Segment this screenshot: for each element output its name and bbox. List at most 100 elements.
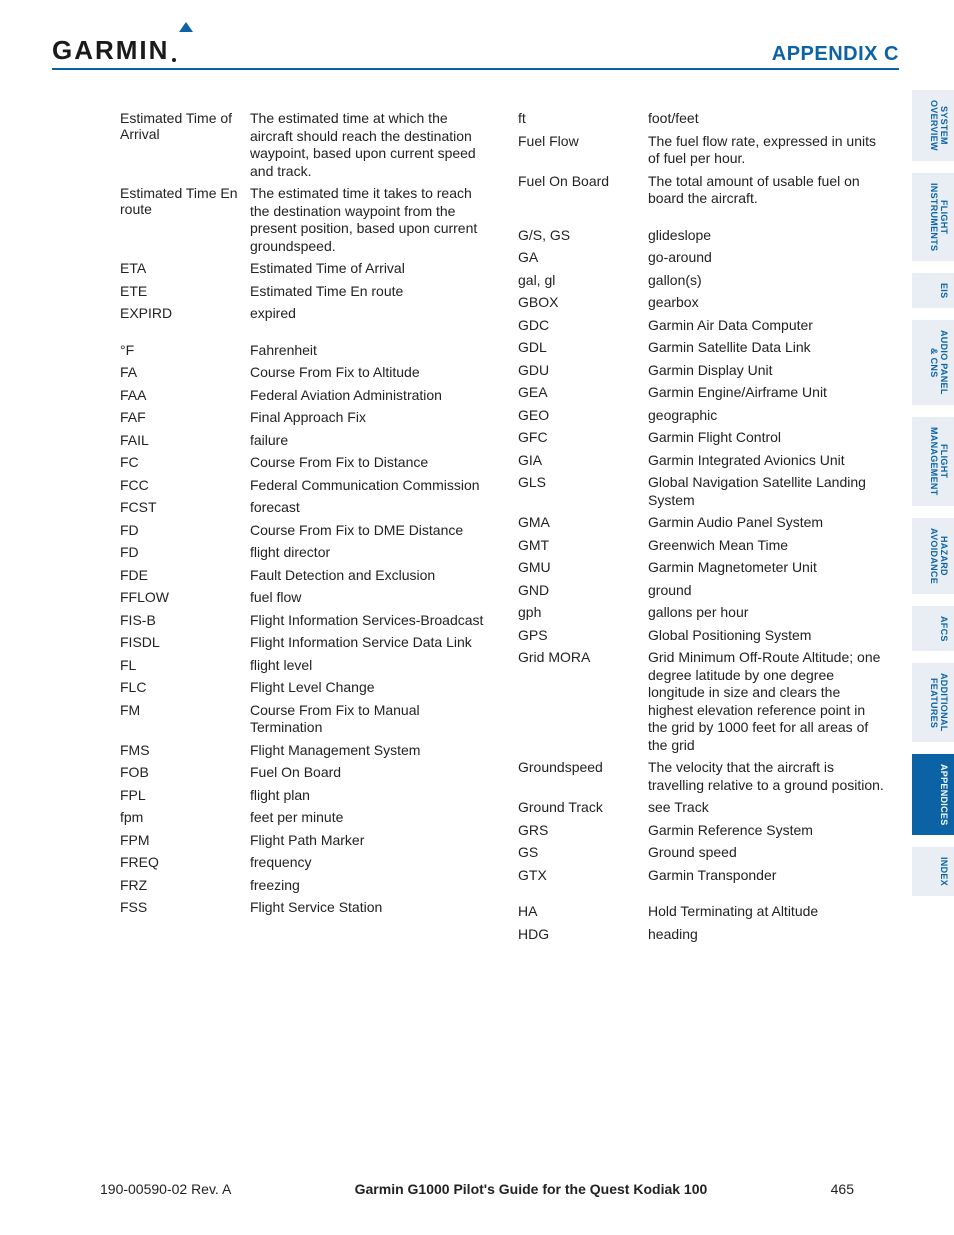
glossary-definition: The fuel flow rate, expressed in units o… bbox=[648, 133, 888, 168]
glossary-row: FFLOWfuel flow bbox=[120, 589, 490, 607]
glossary-term: FSS bbox=[120, 899, 250, 915]
glossary-row: HDGheading bbox=[518, 926, 888, 944]
glossary-definition: Estimated Time of Arrival bbox=[250, 260, 490, 278]
glossary-row: GTXGarmin Transponder bbox=[518, 867, 888, 885]
glossary-row: FSSFlight Service Station bbox=[120, 899, 490, 917]
glossary-term: Estimated Time of Arrival bbox=[120, 110, 250, 142]
glossary-row: fpmfeet per minute bbox=[120, 809, 490, 827]
glossary-term: GLS bbox=[518, 474, 648, 490]
glossary-definition: Flight Service Station bbox=[250, 899, 490, 917]
glossary-row: Estimated Time of ArrivalThe estimated t… bbox=[120, 110, 490, 180]
glossary-definition: flight plan bbox=[250, 787, 490, 805]
glossary-row: GIAGarmin Integrated Avionics Unit bbox=[518, 452, 888, 470]
glossary-definition: Flight Information Service Data Link bbox=[250, 634, 490, 652]
glossary-column-1: Estimated Time of ArrivalThe estimated t… bbox=[120, 110, 490, 948]
glossary-definition: Flight Path Marker bbox=[250, 832, 490, 850]
glossary-row: GEOgeographic bbox=[518, 407, 888, 425]
glossary-row: FDEFault Detection and Exclusion bbox=[120, 567, 490, 585]
glossary-term: FPL bbox=[120, 787, 250, 803]
glossary-definition: flight level bbox=[250, 657, 490, 675]
glossary-row: FOBFuel On Board bbox=[120, 764, 490, 782]
glossary-row: ETEEstimated Time En route bbox=[120, 283, 490, 301]
glossary-row: FCSTforecast bbox=[120, 499, 490, 517]
glossary-term: FA bbox=[120, 364, 250, 380]
glossary-term: gph bbox=[518, 604, 648, 620]
glossary-row: GMAGarmin Audio Panel System bbox=[518, 514, 888, 532]
glossary-definition: go-around bbox=[648, 249, 888, 267]
glossary-definition: Garmin Satellite Data Link bbox=[648, 339, 888, 357]
tab-audio-panel-cns[interactable]: AUDIO PANEL & CNS bbox=[912, 320, 954, 405]
glossary-definition: see Track bbox=[648, 799, 888, 817]
glossary-row: ftfoot/feet bbox=[518, 110, 888, 128]
glossary-definition: The velocity that the aircraft is travel… bbox=[648, 759, 888, 794]
section-spacer bbox=[518, 889, 888, 903]
glossary-term: FREQ bbox=[120, 854, 250, 870]
glossary-term: GMT bbox=[518, 537, 648, 553]
glossary-row: FDflight director bbox=[120, 544, 490, 562]
tab-index[interactable]: INDEX bbox=[912, 847, 954, 896]
glossary-row: FACourse From Fix to Altitude bbox=[120, 364, 490, 382]
tab-appendices[interactable]: APPENDICES bbox=[912, 754, 954, 836]
glossary-term: GRS bbox=[518, 822, 648, 838]
glossary-term: FC bbox=[120, 454, 250, 470]
glossary-definition: forecast bbox=[250, 499, 490, 517]
glossary-term: ETE bbox=[120, 283, 250, 299]
glossary-row: GDLGarmin Satellite Data Link bbox=[518, 339, 888, 357]
glossary-term: GBOX bbox=[518, 294, 648, 310]
glossary-definition: Course From Fix to Distance bbox=[250, 454, 490, 472]
glossary-row: GBOXgearbox bbox=[518, 294, 888, 312]
logo-triangle-icon bbox=[179, 22, 193, 32]
glossary-definition: Flight Management System bbox=[250, 742, 490, 760]
glossary-definition: Course From Fix to DME Distance bbox=[250, 522, 490, 540]
glossary-row: FMCourse From Fix to Manual Termination bbox=[120, 702, 490, 737]
glossary-definition: gallons per hour bbox=[648, 604, 888, 622]
glossary-definition: Fahrenheit bbox=[250, 342, 490, 360]
glossary-term: HDG bbox=[518, 926, 648, 942]
glossary-definition: Final Approach Fix bbox=[250, 409, 490, 427]
page-footer: 190-00590-02 Rev. A Garmin G1000 Pilot's… bbox=[100, 1181, 854, 1197]
glossary-definition: ground bbox=[648, 582, 888, 600]
glossary-row: FIS-BFlight Information Services-Broadca… bbox=[120, 612, 490, 630]
glossary-term: FLC bbox=[120, 679, 250, 695]
glossary-row: FAFFinal Approach Fix bbox=[120, 409, 490, 427]
tab-eis[interactable]: EIS bbox=[912, 273, 954, 308]
glossary-row: gal, glgallon(s) bbox=[518, 272, 888, 290]
glossary-row: GRSGarmin Reference System bbox=[518, 822, 888, 840]
garmin-logo: GARMIN bbox=[52, 35, 176, 66]
glossary-definition: Federal Communication Commission bbox=[250, 477, 490, 495]
glossary-row: HAHold Terminating at Altitude bbox=[518, 903, 888, 921]
glossary-row: FRZfreezing bbox=[120, 877, 490, 895]
glossary-term: ETA bbox=[120, 260, 250, 276]
glossary-row: GLSGlobal Navigation Satellite Landing S… bbox=[518, 474, 888, 509]
glossary-definition: expired bbox=[250, 305, 490, 323]
glossary-term: Ground Track bbox=[518, 799, 648, 815]
glossary-content: Estimated Time of ArrivalThe estimated t… bbox=[120, 110, 890, 948]
glossary-row: FREQfrequency bbox=[120, 854, 490, 872]
tab-hazard-avoidance[interactable]: HAZARD AVOIDANCE bbox=[912, 518, 954, 594]
tab-system-overview[interactable]: SYSTEM OVERVIEW bbox=[912, 90, 954, 161]
tab-afcs[interactable]: AFCS bbox=[912, 606, 954, 652]
glossary-row: GroundspeedThe velocity that the aircraf… bbox=[518, 759, 888, 794]
glossary-term: Fuel Flow bbox=[518, 133, 648, 149]
glossary-term: GFC bbox=[518, 429, 648, 445]
glossary-row: GPSGlobal Positioning System bbox=[518, 627, 888, 645]
glossary-definition: fuel flow bbox=[250, 589, 490, 607]
glossary-term: FRZ bbox=[120, 877, 250, 893]
glossary-term: GMU bbox=[518, 559, 648, 575]
glossary-row: °FFahrenheit bbox=[120, 342, 490, 360]
glossary-row: GMTGreenwich Mean Time bbox=[518, 537, 888, 555]
glossary-term: GA bbox=[518, 249, 648, 265]
glossary-row: Grid MORAGrid Minimum Off-Route Altitude… bbox=[518, 649, 888, 754]
glossary-definition: Garmin Reference System bbox=[648, 822, 888, 840]
glossary-row: EXPIRDexpired bbox=[120, 305, 490, 323]
tab-flight-instruments[interactable]: FLIGHT INSTRUMENTS bbox=[912, 173, 954, 261]
page-header: GARMIN APPENDIX C bbox=[52, 30, 899, 70]
tab-additional-features[interactable]: ADDITIONAL FEATURES bbox=[912, 663, 954, 742]
doc-number: 190-00590-02 Rev. A bbox=[100, 1181, 231, 1197]
glossary-term: Fuel On Board bbox=[518, 173, 648, 189]
tab-flight-management[interactable]: FLIGHT MANAGEMENT bbox=[912, 417, 954, 506]
glossary-row: GAgo-around bbox=[518, 249, 888, 267]
glossary-term: FAA bbox=[120, 387, 250, 403]
glossary-term: FAF bbox=[120, 409, 250, 425]
glossary-term: GDL bbox=[518, 339, 648, 355]
